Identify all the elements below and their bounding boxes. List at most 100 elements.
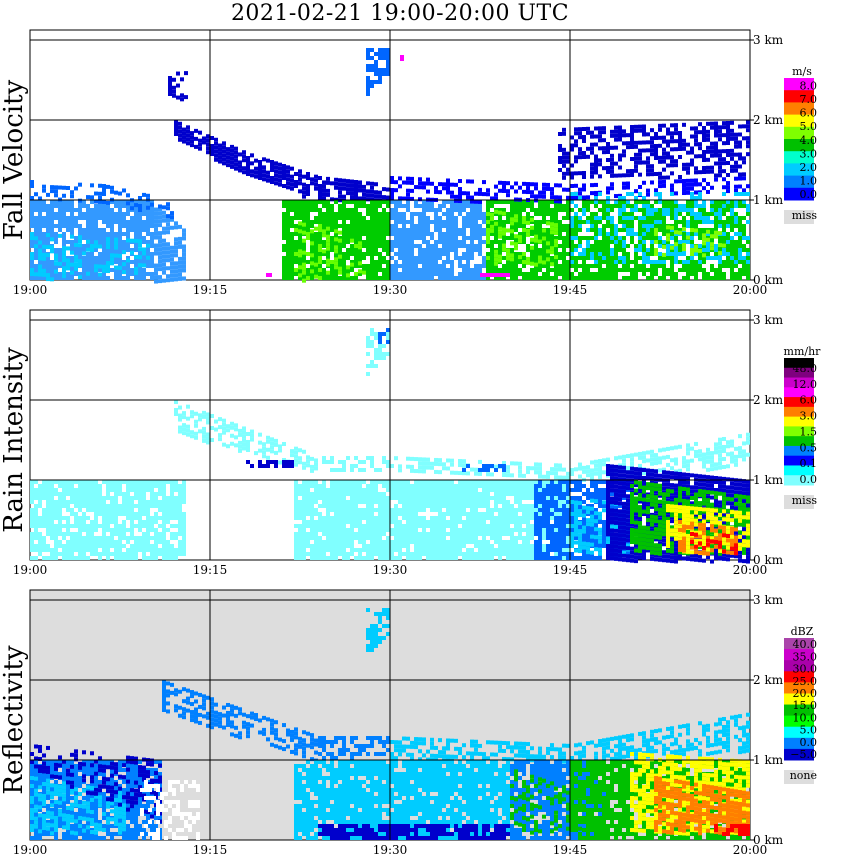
- y-tick-label: 3 km: [753, 33, 784, 47]
- panel-title: Fall Velocity: [0, 79, 29, 240]
- legend-label: 0.1: [800, 457, 818, 470]
- x-tick-label: 19:15: [193, 283, 228, 297]
- x-tick-label: 19:00: [13, 283, 48, 297]
- gridlines: [30, 590, 750, 840]
- legend-swatch: [784, 715, 814, 728]
- legend-label: 30.0: [793, 663, 818, 676]
- legend-swatch: [784, 671, 814, 683]
- gridlines: [30, 30, 750, 280]
- x-tick-label: 19:30: [373, 843, 408, 857]
- legend-label: 12.0: [793, 378, 818, 391]
- panel-title: Reflectivity: [0, 645, 29, 794]
- x-tick-label: 19:30: [373, 563, 408, 577]
- legend-swatch: [784, 726, 814, 739]
- y-tick-label: 1 km: [753, 193, 784, 207]
- y-tick-label: 0 km: [753, 273, 784, 287]
- legend-swatch: [784, 638, 814, 650]
- legend-swatch: [784, 465, 814, 476]
- x-tick-label: 19:00: [13, 563, 48, 577]
- y-tick-label: 0 km: [753, 833, 784, 847]
- x-tick-label: 19:00: [13, 843, 48, 857]
- x-tick-label: 19:45: [553, 283, 588, 297]
- legend-missing-label: miss: [792, 494, 818, 507]
- y-tick-label: 1 km: [753, 753, 784, 767]
- legend-missing-label: miss: [792, 209, 818, 222]
- legend-label: 0.0: [800, 473, 818, 486]
- legend-label: 1.5: [800, 425, 818, 438]
- x-tick-label: 20:00: [733, 843, 768, 857]
- x-tick-label: 19:30: [373, 283, 408, 297]
- legend-unit: mm/hr: [784, 345, 822, 358]
- legend-missing-swatch: [784, 770, 814, 784]
- legend-unit: m/s: [792, 65, 812, 78]
- legend-swatch: [784, 426, 814, 437]
- legend-swatch: [784, 126, 814, 140]
- legend-swatch: [784, 455, 814, 466]
- legend-label: −5.0: [790, 748, 817, 761]
- legend-label: 3.0: [800, 147, 818, 160]
- y-tick-label: 0 km: [753, 553, 784, 567]
- legend-missing-swatch: [784, 495, 814, 509]
- x-tick-label: 19:15: [193, 563, 228, 577]
- color-legend: m/s 8.07.06.05.04.03.02.01.00.0 miss: [784, 65, 817, 224]
- x-tick-label: 19:45: [553, 843, 588, 857]
- legend-swatch: [784, 387, 814, 398]
- legend-label: 2.0: [800, 161, 818, 174]
- legend-swatch: [784, 367, 814, 379]
- y-tick-label: 2 km: [753, 393, 784, 407]
- legend-swatch: [784, 416, 814, 427]
- legend-missing-label: none: [790, 769, 817, 782]
- legend-swatch: [784, 114, 814, 128]
- legend-label: 15.0: [793, 699, 818, 712]
- legend-label: 0.0: [800, 188, 818, 201]
- legend-swatch: [784, 737, 814, 750]
- legend-swatch: [784, 475, 814, 486]
- legend-label: 3.0: [800, 410, 818, 423]
- legend-label: 8.0: [800, 80, 818, 93]
- legend-swatch: [784, 397, 814, 408]
- legend-unit: dBZ: [791, 625, 814, 638]
- legend-label: 5.0: [800, 120, 818, 133]
- legend-label: 25.0: [793, 675, 818, 688]
- legend-swatch: [784, 748, 814, 761]
- y-tick-label: 3 km: [753, 313, 784, 327]
- legend-label: 0.5: [800, 441, 818, 454]
- legend-label: 5.0: [800, 724, 818, 737]
- legend-swatch: [784, 151, 814, 164]
- legend-swatch: [784, 139, 814, 152]
- legend-swatch: [784, 693, 814, 706]
- panel-title: Rain Intensity: [0, 347, 29, 533]
- legend-swatch: [784, 175, 814, 189]
- chart-title: 2021-02-21 19:00-20:00 UTC: [230, 1, 570, 26]
- y-tick-label: 3 km: [753, 593, 784, 607]
- legend-label: 6.0: [800, 107, 818, 120]
- gridlines: [30, 310, 750, 560]
- legend-swatch: [784, 436, 814, 447]
- legend-label: 1.0: [800, 174, 818, 187]
- legend-swatch: [784, 660, 814, 672]
- x-tick-label: 20:00: [733, 563, 768, 577]
- legend-swatch: [784, 704, 814, 717]
- legend-swatch: [784, 682, 814, 694]
- legend-label: 10.0: [793, 711, 818, 724]
- legend-label: 0.0: [800, 736, 818, 749]
- x-tick-label: 19:45: [553, 563, 588, 577]
- y-tick-label: 1 km: [753, 473, 784, 487]
- legend-label: 20.0: [793, 687, 818, 700]
- x-tick-label: 20:00: [733, 283, 768, 297]
- y-tick-label: 2 km: [753, 673, 784, 687]
- y-tick-label: 2 km: [753, 113, 784, 127]
- legend-label: 6.0: [800, 394, 818, 407]
- legend-swatch: [784, 445, 814, 457]
- x-tick-label: 19:15: [193, 843, 228, 857]
- legend-missing-swatch: [784, 210, 814, 224]
- legend-swatch: [784, 163, 814, 177]
- legend-swatch: [784, 358, 814, 369]
- legend-label: 48.0: [793, 362, 818, 375]
- legend-label: 4.0: [800, 134, 818, 147]
- legend-label: 35.0: [793, 650, 818, 663]
- legend-swatch: [784, 78, 814, 91]
- legend-swatch: [784, 649, 814, 661]
- color-legend: mm/hr 48.0 12.0 6.0 3.0 1.5 0.5 0.1 0.0 miss: [784, 345, 822, 509]
